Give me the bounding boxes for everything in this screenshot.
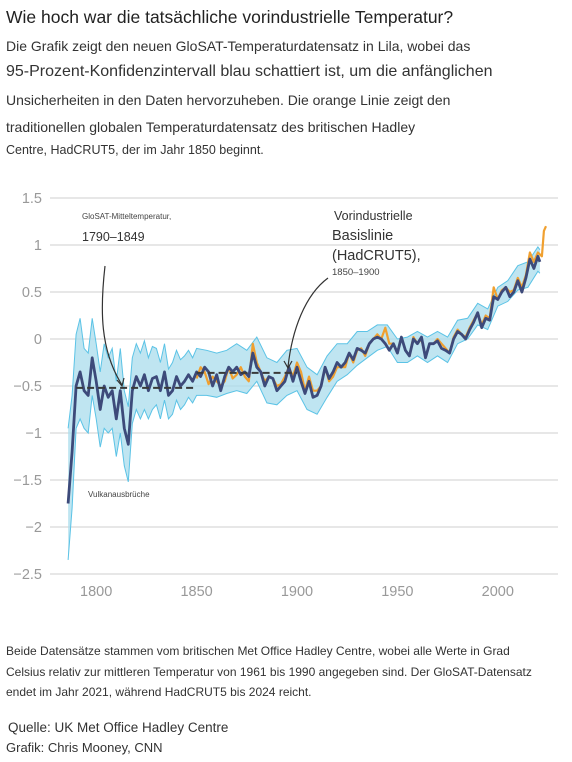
y-axis-ticks: 1.5 1 0.5 0 −0.5 −1 −1.5 −2 −2.5 — [13, 191, 42, 583]
y-tick-label: −1.5 — [13, 473, 42, 489]
glosat-annotation-label: GloSAT-Mitteltemperatur, — [82, 212, 171, 221]
baseline-annotation-years: 1850–1900 — [332, 267, 380, 278]
glosat-annotation-years: 1790–1849 — [82, 230, 145, 244]
credit-text: Grafik: Chris Mooney, CNN — [6, 740, 163, 755]
footnote-line-2: Celsius relativ zur mittleren Temperatur… — [6, 665, 532, 679]
subtitle-line-5: Centre, HadCRUT5, der im Jahr 1850 begin… — [6, 143, 264, 157]
y-tick-label: −2.5 — [13, 567, 42, 583]
y-tick-label: −2 — [25, 520, 42, 536]
source-text: Quelle: UK Met Office Hadley Centre — [8, 720, 229, 735]
glosat-line — [66, 254, 542, 504]
y-tick-label: 0.5 — [22, 285, 42, 301]
subtitle-line-2: 95-Prozent-Konfidenzintervall blau schat… — [6, 63, 493, 80]
x-tick-label: 2000 — [482, 584, 514, 600]
baseline-annotation-line-2: Basislinie — [332, 228, 393, 244]
confidence-band-upper-edge — [67, 246, 541, 429]
glosat-annotation-arrow — [101, 265, 123, 386]
subtitle-line-4: traditionellen globalen Temperaturdatens… — [6, 119, 416, 135]
y-tick-label: 1 — [34, 238, 42, 254]
confidence-band-layer — [67, 246, 541, 560]
y-tick-label: −0.5 — [13, 379, 42, 395]
baseline-arrowhead-icon — [283, 360, 293, 370]
series-layer — [66, 225, 548, 504]
baseline-annotation-line-1: Vorindustrielle — [334, 209, 413, 223]
subtitle-line-1: Die Grafik zeigt den neuen GloSAT-Temper… — [6, 38, 471, 54]
y-tick-label: 0 — [34, 332, 42, 348]
footnote-line-3: endet im Jahr 2021, während HadCRUT5 bis… — [6, 685, 312, 699]
x-tick-label: 1850 — [180, 584, 212, 600]
glosat-arrowhead-icon — [116, 377, 125, 388]
temperature-chart: 1.5 1 0.5 0 −0.5 −1 −1.5 −2 −2.5 1800 1850 1900 195… — [13, 191, 558, 600]
x-tick-label: 1800 — [80, 584, 112, 600]
x-tick-label: 1900 — [281, 584, 313, 600]
baseline-layer — [76, 371, 297, 389]
y-tick-label: 1.5 — [22, 191, 42, 207]
subtitle-line-3: Unsicherheiten in den Daten hervorzuhebe… — [6, 92, 451, 108]
volcano-annotation: Vulkanausbrüche — [88, 490, 150, 499]
x-axis-ticks: 1800 1850 1900 1950 2000 — [80, 584, 514, 600]
y-tick-label: −1 — [25, 426, 42, 442]
confidence-band-lower-edge — [67, 270, 541, 560]
chart-title: Wie hoch war die tatsächliche vorindustr… — [6, 7, 454, 27]
baseline-annotation-arrow — [287, 277, 329, 368]
footnote-line-1: Beide Datensätze stammen vom britischen … — [6, 644, 510, 658]
x-tick-label: 1950 — [381, 584, 413, 600]
baseline-annotation-line-3: (HadCRUT5), — [332, 248, 421, 264]
